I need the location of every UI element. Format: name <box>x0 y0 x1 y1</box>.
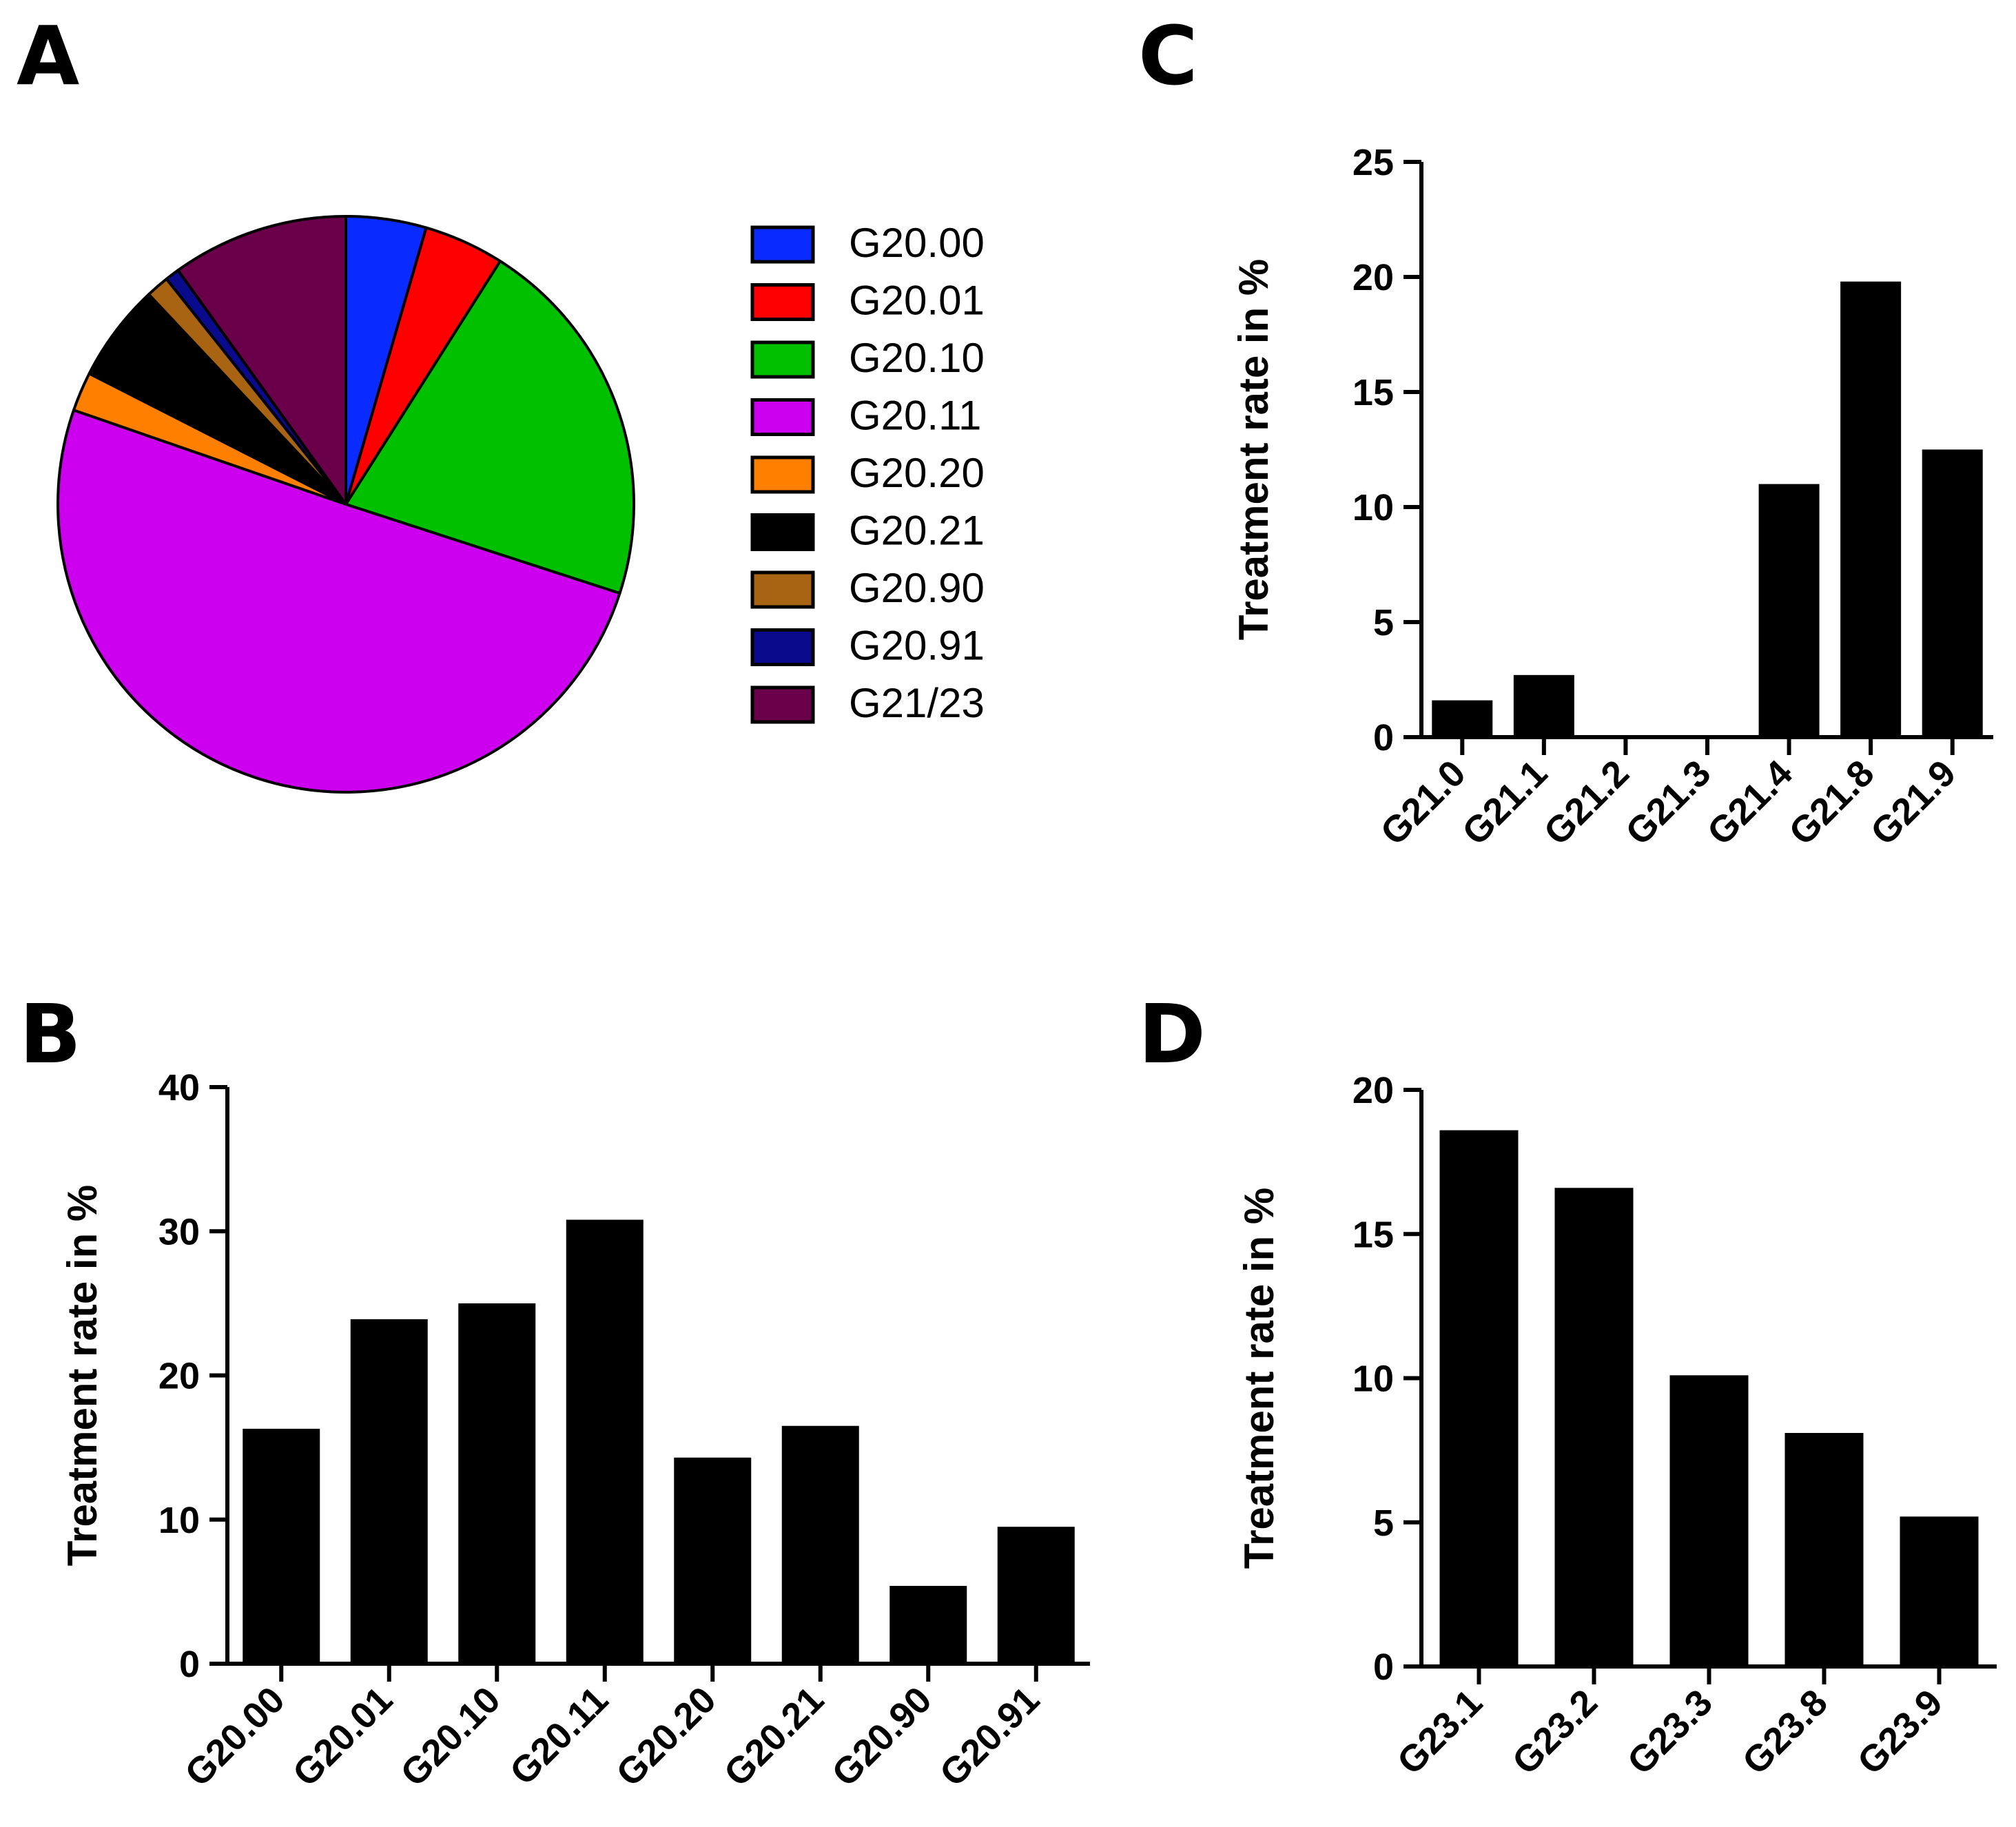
y-tick-label: 5 <box>1373 602 1394 643</box>
legend-label: G20.00 <box>849 220 985 266</box>
y-axis-title: Treatment rate in % <box>1231 259 1277 641</box>
bar-g21-0 <box>1432 700 1493 737</box>
bar-g21-4 <box>1758 484 1820 737</box>
y-tick-label: 10 <box>1352 487 1394 528</box>
bar-g20-10 <box>458 1303 536 1664</box>
y-axis-title: Treatment rate in % <box>59 1185 105 1567</box>
legend-swatch <box>750 225 815 264</box>
y-tick-label: 0 <box>1373 1647 1394 1688</box>
legend-label: G20.10 <box>849 335 985 381</box>
legend-label: G20.01 <box>849 278 985 324</box>
legend-swatch <box>750 628 815 666</box>
pie-slice-g20-21 <box>88 293 347 506</box>
bar-g21-8 <box>1840 281 1902 737</box>
y-tick-label: 15 <box>1352 372 1394 413</box>
pie-slice-g20-10 <box>344 260 635 595</box>
y-tick-label: 20 <box>1352 1070 1394 1111</box>
bar-g21-1 <box>1513 674 1574 737</box>
bar-g20-21 <box>781 1425 859 1664</box>
y-tick-label: 25 <box>1352 142 1394 183</box>
y-tick-label: 10 <box>158 1500 200 1541</box>
legend-swatch <box>750 340 815 379</box>
legend-swatch <box>750 570 815 609</box>
bar-g23-3 <box>1669 1375 1749 1666</box>
legend-label: G20.21 <box>849 508 985 554</box>
y-tick-label: 40 <box>158 1067 200 1108</box>
y-tick-label: 30 <box>158 1211 200 1252</box>
y-axis-title: Treatment rate in % <box>1236 1188 1282 1569</box>
bar-g20-00 <box>243 1428 320 1664</box>
bar-g20-90 <box>889 1586 967 1664</box>
panel-letter-d: D <box>1138 987 1206 1082</box>
legend-label: G20.11 <box>849 393 981 439</box>
panel-letter-c: C <box>1138 8 1198 103</box>
pie-slice-g21-23 <box>176 215 347 506</box>
pie-slice-g20-11 <box>56 409 621 794</box>
legend-label: G21/23 <box>849 680 985 726</box>
pie-chart <box>56 215 635 794</box>
y-tick-label: 20 <box>1352 257 1394 298</box>
bar-g23-8 <box>1784 1433 1864 1666</box>
legend-swatch <box>750 685 815 724</box>
panel-letter-a: A <box>17 8 79 103</box>
y-tick-label: 0 <box>179 1644 200 1685</box>
bar-g20-91 <box>997 1527 1075 1664</box>
legend-swatch <box>750 283 815 321</box>
pie-legend: G20.00 G20.01 G20.10 G20.11 G20.20 G20.21 G20.… <box>750 220 985 726</box>
legend-label: G20.20 <box>849 450 985 496</box>
bar-g23-9 <box>1900 1516 1979 1666</box>
legend-label: G20.91 <box>849 623 985 669</box>
bar-g20-11 <box>566 1219 644 1664</box>
bar-g23-1 <box>1439 1130 1519 1666</box>
y-tick-label: 0 <box>1373 717 1394 758</box>
legend-swatch <box>750 398 815 436</box>
y-tick-label: 15 <box>1352 1214 1394 1255</box>
bar-g20-01 <box>350 1319 428 1664</box>
legend-swatch <box>750 455 815 494</box>
panel-a: A G20.00G20.01G20.10G20.11G20.20G20.21G2… <box>17 8 985 794</box>
bar-g21-9 <box>1922 449 1983 737</box>
legend-swatch <box>750 513 815 551</box>
bar-g20-20 <box>674 1457 752 1664</box>
y-tick-label: 20 <box>158 1356 200 1397</box>
y-tick-label: 5 <box>1373 1503 1394 1544</box>
bar-g23-2 <box>1554 1188 1634 1666</box>
legend-label: G20.90 <box>849 565 985 611</box>
y-tick-label: 10 <box>1352 1359 1394 1400</box>
panel-letter-b: B <box>19 987 81 1082</box>
